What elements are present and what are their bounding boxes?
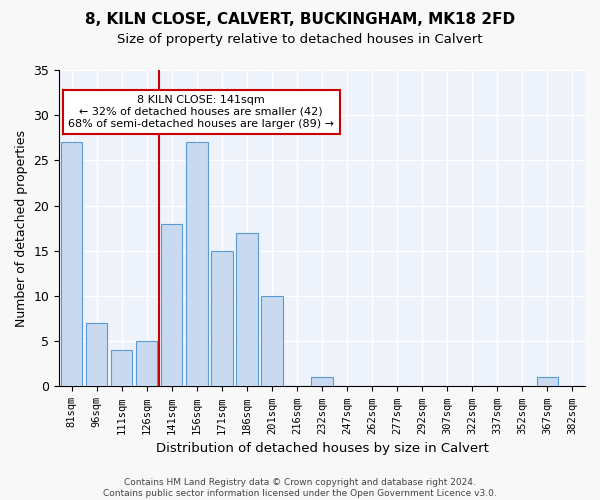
X-axis label: Distribution of detached houses by size in Calvert: Distribution of detached houses by size … — [155, 442, 488, 455]
Bar — [311, 378, 333, 386]
Bar — [111, 350, 133, 386]
Bar — [86, 323, 107, 386]
Bar — [186, 142, 208, 386]
Text: 8 KILN CLOSE: 141sqm
← 32% of detached houses are smaller (42)
68% of semi-detac: 8 KILN CLOSE: 141sqm ← 32% of detached h… — [68, 96, 334, 128]
Text: Contains HM Land Registry data © Crown copyright and database right 2024.
Contai: Contains HM Land Registry data © Crown c… — [103, 478, 497, 498]
Bar — [161, 224, 182, 386]
Text: 8, KILN CLOSE, CALVERT, BUCKINGHAM, MK18 2FD: 8, KILN CLOSE, CALVERT, BUCKINGHAM, MK18… — [85, 12, 515, 28]
Bar — [537, 378, 558, 386]
Bar — [262, 296, 283, 386]
Text: Size of property relative to detached houses in Calvert: Size of property relative to detached ho… — [117, 32, 483, 46]
Bar — [136, 341, 157, 386]
Bar — [236, 232, 257, 386]
Bar — [211, 251, 233, 386]
Y-axis label: Number of detached properties: Number of detached properties — [15, 130, 28, 326]
Bar — [61, 142, 82, 386]
